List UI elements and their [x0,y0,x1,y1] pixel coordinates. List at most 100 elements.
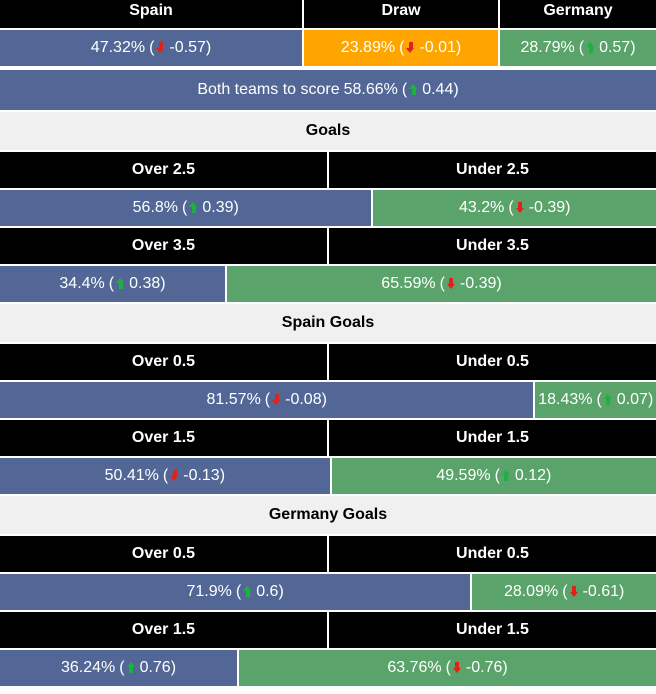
outcome-row: 47.32% -0.57 23.89% -0.01 28.79% 0.57 [0,30,656,66]
change: 0.07 [616,391,648,408]
section-title: Spain Goals [0,304,656,342]
label: 58.66% [343,81,398,98]
value-cell: 47.32% -0.57 [0,30,302,66]
arrow [569,586,579,597]
arrow [189,202,198,213]
value-cell: 71.9% 0.6 [0,574,471,610]
change-group: -0.13 [159,467,225,485]
change: -0.39 [528,199,566,216]
change: -0.13 [183,467,220,484]
under-header: Under 2.5 [329,152,656,188]
change-group: 0.57 [575,39,636,57]
arrow [406,42,415,53]
market-header: Over 0.5 Under 0.5 [0,344,656,380]
change-group: 0.39 [178,199,239,217]
change: -0.08 [285,391,322,408]
change-group: 0.6 [232,583,284,601]
label: 81.57% [206,391,261,408]
arrow [409,84,418,95]
label: 23.89% [340,39,396,56]
value-cell: 50.41% -0.13 [0,458,330,494]
value-cell: 63.76% -0.76 [239,650,656,686]
arrow [243,586,252,597]
arrow [272,394,281,405]
change-group: 0.76 [115,659,176,677]
change-group: -0.61 [558,583,624,601]
under-header: Under 1.5 [329,420,656,456]
arrow [156,42,165,53]
under-header: Under 0.5 [329,536,656,572]
change-group: -0.01 [395,39,461,57]
over-header: Over 1.5 [0,612,327,648]
change-group: -0.76 [442,659,508,677]
value-cell: 36.24% 0.76 [0,650,238,686]
label: 43.2% [458,199,505,216]
change: 0.57 [599,39,631,56]
value-cell: 34.4% 0.38 [0,266,225,302]
arrow [446,278,456,289]
change: -0.61 [582,583,619,600]
header-row: Spain Draw Germany [0,0,656,28]
over-header: Over 3.5 [0,228,327,264]
change-group: -0.39 [436,275,502,293]
market-bar: 81.57% -0.08 18.43% 0.07 [0,382,656,418]
change-group: -0.57 [145,39,211,57]
arrow [501,470,511,481]
arrow [515,202,525,213]
change: 0.12 [514,467,547,484]
change: -0.39 [459,275,497,292]
value-cell: 28.79% 0.57 [500,30,656,66]
team-header: Draw [304,0,498,28]
under-header: Under 0.5 [329,344,656,380]
change-group: -0.39 [504,199,570,217]
value-cell: 81.57% -0.08 [0,382,534,418]
market-header: Over 2.5 Under 2.5 [0,152,656,188]
label: Both teams to score [197,81,340,98]
label: 49.59% [436,467,491,484]
arrow [170,470,179,481]
section-title: Goals [0,112,656,150]
change: -0.57 [169,39,206,56]
change-group: -0.08 [261,391,327,409]
label: 36.24% [60,659,116,676]
section-title: Germany Goals [0,496,656,534]
change-group: 0.12 [491,467,552,485]
change: -0.01 [419,39,456,56]
value-cell: 43.2% -0.39 [373,190,656,226]
label: 56.8% [132,199,179,216]
team-header: Germany [500,0,656,28]
over-header: Over 2.5 [0,152,327,188]
label: 18.43% [538,391,593,408]
change-group: 0.38 [105,275,166,293]
value-cell: 65.59% -0.39 [227,266,656,302]
change: 0.6 [256,583,279,600]
change: 0.39 [202,199,234,216]
under-header: Under 1.5 [329,612,656,648]
arrow [452,662,462,673]
change-group: 0.07 [592,391,653,409]
value-cell: 18.43% 0.07 [535,382,656,418]
arrow [586,42,595,53]
label: 34.4% [59,275,105,292]
change: 0.44 [422,81,454,98]
value-cell: 28.09% -0.61 [472,574,656,610]
market-bar: 71.9% 0.6 28.09% -0.61 [0,574,656,610]
label: 63.76% [387,659,442,676]
change: -0.76 [465,659,503,676]
value-cell: 56.8% 0.39 [0,190,372,226]
market-header: Over 1.5 Under 1.5 [0,612,656,648]
market-bar: 50.41% -0.13 49.59% 0.12 [0,458,656,494]
label: 65.59% [381,275,436,292]
label: 28.79% [520,39,575,56]
market-bar: 56.8% 0.39 43.2% -0.39 [0,190,656,226]
label: 47.32% [90,39,146,56]
label: 50.41% [104,467,159,484]
change: 0.76 [139,659,171,676]
label: 71.9% [186,583,232,600]
market-header: Over 1.5 Under 1.5 [0,420,656,456]
